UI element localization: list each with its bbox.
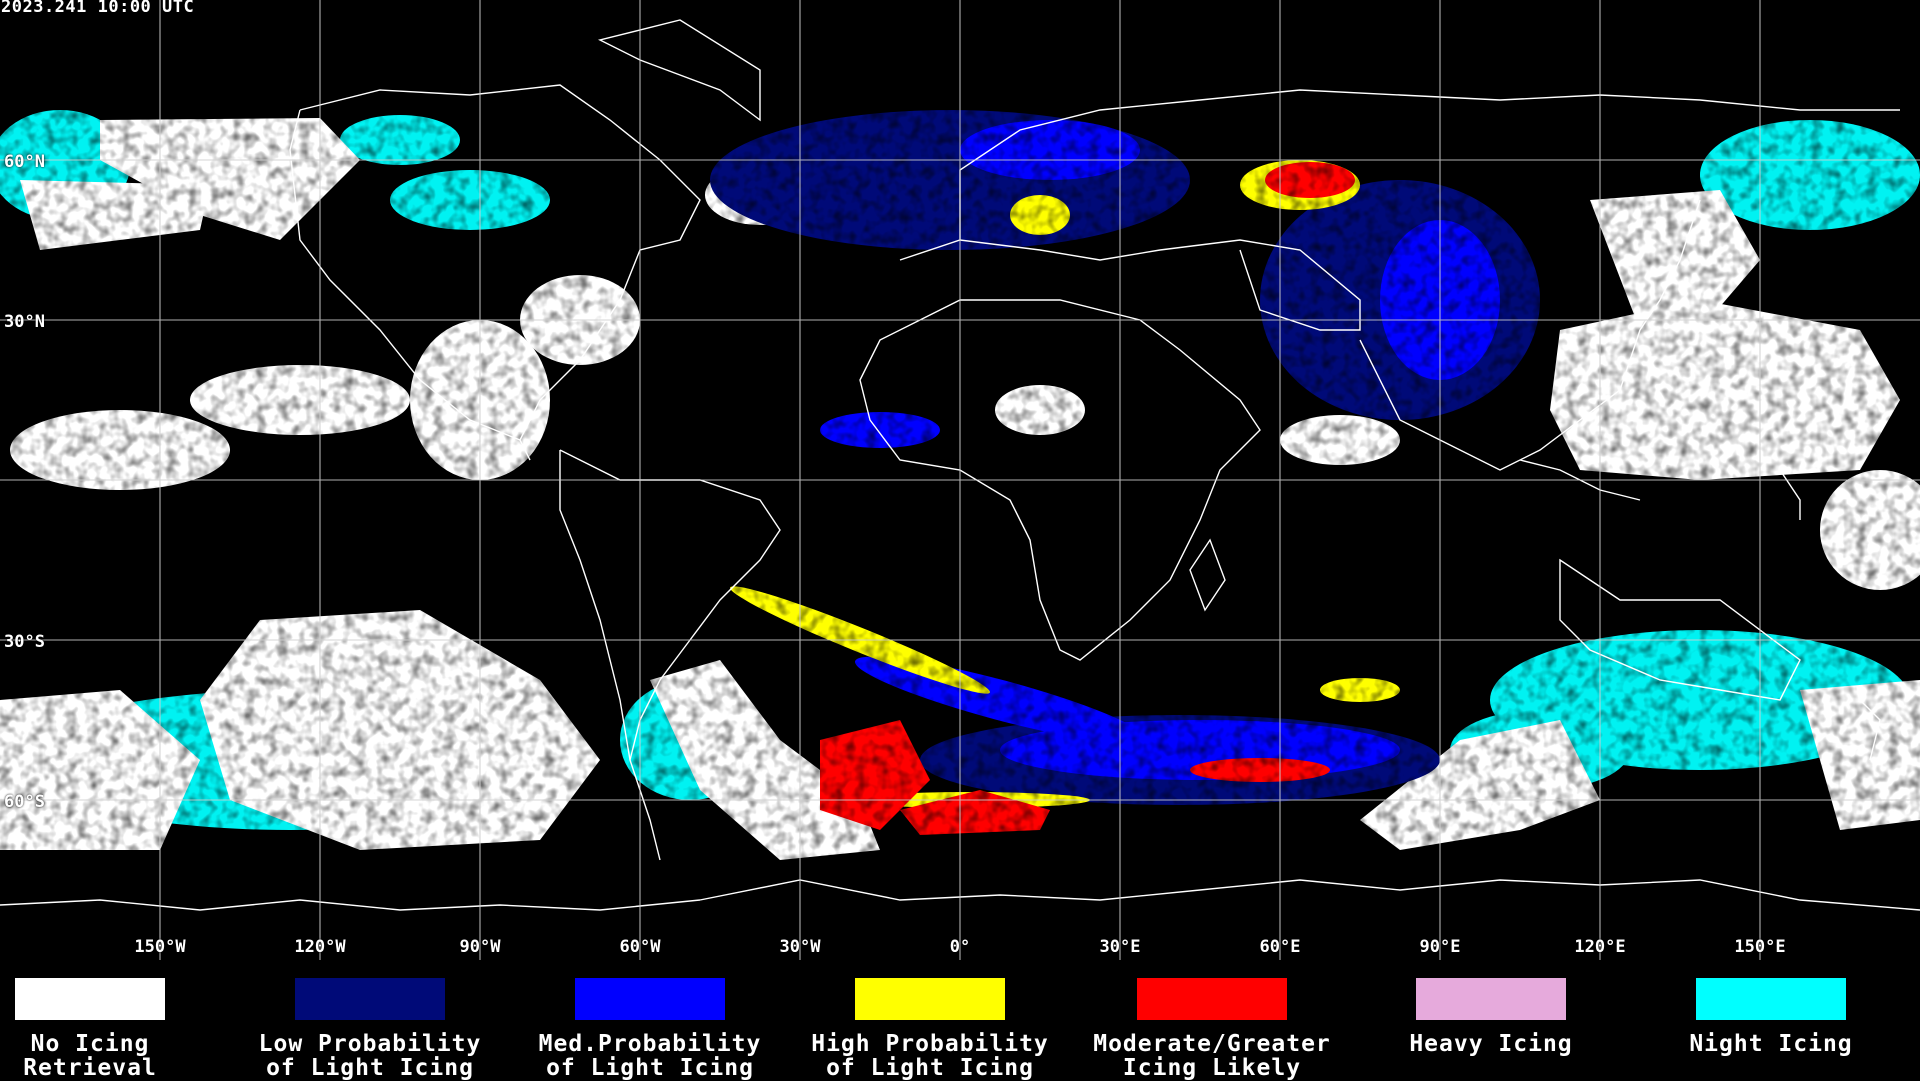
- legend-item-moderate-greater: Moderate/Greater Icing Likely: [1072, 978, 1352, 1080]
- legend-label-no-icing: No Icing Retrieval: [23, 1031, 157, 1081]
- lon-label-120w: 120°W: [294, 937, 346, 957]
- lon-label-150w: 150°W: [134, 937, 186, 957]
- lon-label-90w: 90°W: [459, 937, 501, 957]
- lon-label-0: 0°: [949, 937, 971, 957]
- lon-label-30e: 30°E: [1099, 937, 1141, 957]
- legend-swatch-low-probability: [295, 978, 445, 1020]
- lon-label-30w: 30°W: [779, 937, 821, 957]
- legend: No Icing Retrieval Low Probability of Li…: [0, 960, 1920, 1080]
- lon-label-150e: 150°E: [1734, 937, 1786, 957]
- legend-label-heavy-icing: Heavy Icing: [1409, 1031, 1573, 1057]
- legend-label-med-probability: Med.Probability of Light Icing: [538, 1031, 762, 1081]
- icing-map: [0, 0, 1920, 960]
- legend-label-night-icing: Night Icing: [1689, 1031, 1853, 1057]
- lon-label-60w: 60°W: [619, 937, 661, 957]
- legend-label-high-probability: High Probability of Light Icing: [811, 1031, 1049, 1081]
- legend-item-med-probability: Med.Probability of Light Icing: [510, 978, 790, 1080]
- legend-swatch-high-probability: [855, 978, 1005, 1020]
- legend-item-high-probability: High Probability of Light Icing: [790, 978, 1070, 1080]
- legend-item-heavy-icing: Heavy Icing: [1351, 978, 1631, 1056]
- legend-label-low-probability: Low Probability of Light Icing: [258, 1031, 482, 1081]
- legend-swatch-no-icing: [15, 978, 165, 1020]
- lon-label-120e: 120°E: [1574, 937, 1626, 957]
- legend-label-moderate-greater: Moderate/Greater Icing Likely: [1093, 1031, 1331, 1081]
- lat-label-30s: 30°S: [4, 632, 45, 652]
- legend-item-no-icing: No Icing Retrieval: [0, 978, 230, 1080]
- lat-label-60s: 60°S: [4, 792, 45, 812]
- lat-label-60n: 60°N: [4, 152, 45, 172]
- legend-swatch-heavy-icing: [1416, 978, 1566, 1020]
- timestamp-label: 2023.241 10:00 UTC: [1, 0, 195, 17]
- lat-label-30n: 30°N: [4, 312, 45, 332]
- legend-item-night-icing: Night Icing: [1631, 978, 1911, 1056]
- graticule: [0, 0, 1920, 960]
- legend-swatch-night-icing: [1696, 978, 1846, 1020]
- lon-label-90e: 90°E: [1419, 937, 1461, 957]
- legend-swatch-moderate-greater: [1137, 978, 1287, 1020]
- lon-label-60e: 60°E: [1259, 937, 1301, 957]
- legend-swatch-med-probability: [575, 978, 725, 1020]
- legend-item-low-probability: Low Probability of Light Icing: [230, 978, 510, 1080]
